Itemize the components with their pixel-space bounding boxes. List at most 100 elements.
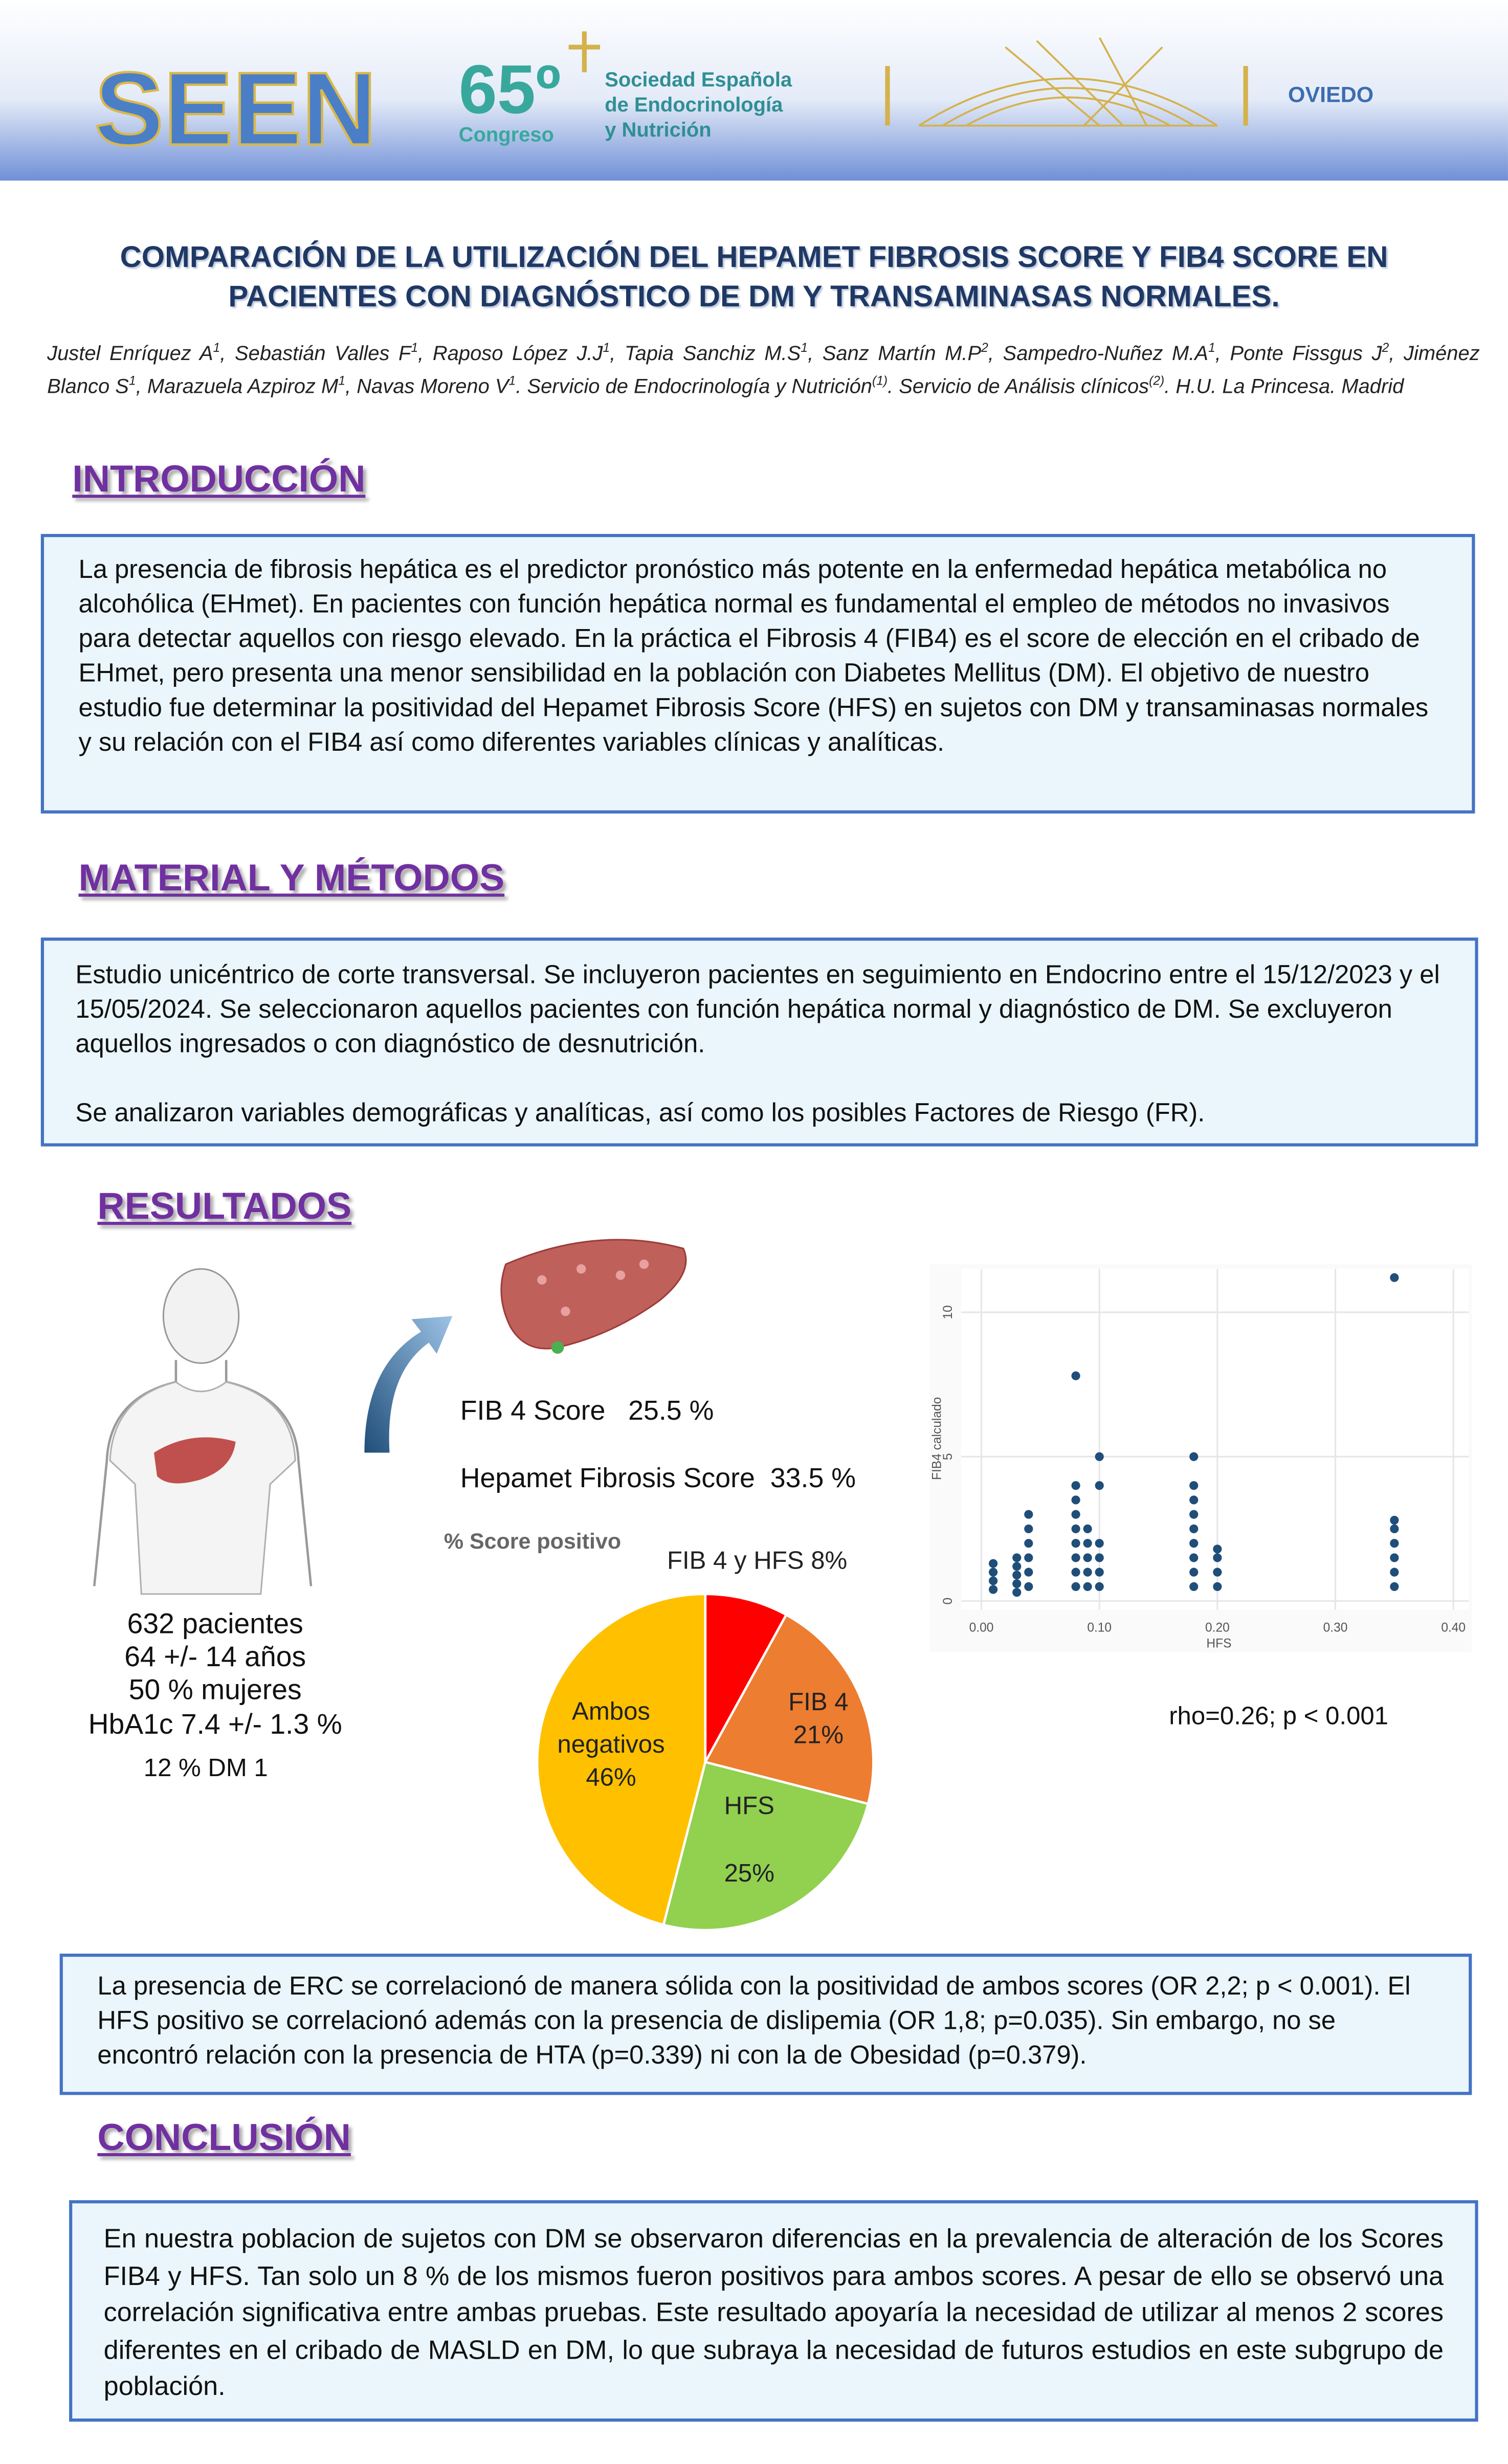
chart-title: % Score positivo: [444, 1529, 621, 1554]
affiliation-mark: 1: [1208, 341, 1215, 355]
paragraph: La presencia de fibrosis hepática es el …: [78, 556, 1429, 757]
scatter-point: [1095, 1539, 1104, 1548]
body-illustration: [93, 1268, 313, 1595]
scatter-point: [1213, 1553, 1222, 1562]
scatter-point: [1024, 1539, 1033, 1548]
paragraph: Se analizaron variables demográficas y a…: [75, 1099, 1205, 1128]
scatter-point: [1189, 1553, 1199, 1562]
scatter-point: [1189, 1539, 1199, 1548]
pie-value-label: 8%: [811, 1548, 848, 1576]
pie-category: HFS: [724, 1793, 774, 1821]
patients-line: 64 +/- 14 años: [124, 1641, 306, 1672]
x-axis-label: HFS: [1206, 1637, 1231, 1650]
affiliation-mark: 1: [213, 341, 220, 355]
score-line: Hepamet Fibrosis Score 33.5 %: [460, 1463, 856, 1493]
scatter-point: [1189, 1510, 1199, 1519]
author-name: Raposo López J.J: [432, 341, 603, 365]
author-name: Ponte Fissgus J: [1230, 341, 1382, 365]
scatter-point: [989, 1567, 998, 1577]
author-name: Navas Moreno V: [357, 374, 509, 398]
scatter-point: [1390, 1539, 1399, 1548]
society-line: Sociedad Española: [605, 69, 792, 91]
scatter-point: [1189, 1582, 1199, 1591]
scatter-point: [1095, 1582, 1104, 1591]
affiliation-mark: (1): [872, 373, 888, 388]
conclusion-box: En nuestra poblacion de sujetos con DM s…: [69, 2200, 1478, 2422]
scatter-point: [1390, 1524, 1399, 1534]
city: OVIEDO: [1288, 83, 1373, 107]
affiliation-mark: 2: [981, 341, 988, 355]
affiliation-mark: 1: [508, 373, 516, 388]
scatter-point: [1390, 1582, 1399, 1591]
scatter-point: [1213, 1567, 1222, 1577]
y-tick-label: 5: [941, 1453, 955, 1460]
scatter-point: [989, 1559, 998, 1568]
congress: Congreso: [459, 123, 554, 146]
scatter-point: [1071, 1553, 1080, 1562]
pie-label: HFS 25%: [724, 1793, 774, 1888]
scatter-point: [1189, 1481, 1199, 1490]
pie-slice: [662, 1760, 870, 1932]
title-line: PACIENTES CON DIAGNÓSTICO DE DM Y TRANSA…: [228, 281, 1280, 315]
scatter-point: [1083, 1553, 1092, 1562]
pie-label-box: Ambos negativos 46%: [540, 1696, 681, 1795]
affiliation-mark: 2: [1382, 341, 1389, 355]
liver-illustration: [500, 1239, 687, 1354]
scatter-point: [1095, 1553, 1104, 1562]
authors: Justel Enríquez A1, Sebastián Valles F1,…: [47, 341, 1480, 398]
architecture-logo: [918, 37, 1218, 127]
intro-box: La presencia de fibrosis hepática es el …: [40, 534, 1475, 814]
scatter-point: [1213, 1582, 1222, 1591]
logo-cross: [568, 31, 601, 73]
x-tick-label: 0.40: [1441, 1621, 1466, 1635]
logo: SEEN: [95, 51, 377, 167]
pie-label: FIB 4 y HFS 8%: [667, 1548, 848, 1576]
patients-line: 50 % mujeres: [129, 1674, 302, 1706]
scatter-point: [1390, 1273, 1399, 1282]
y-tick-label: 0: [941, 1598, 955, 1605]
affiliation-mark: (2): [1149, 373, 1165, 388]
pie-label: FIB 4 21%: [763, 1687, 873, 1753]
scatter-point: [1071, 1495, 1080, 1505]
scatter-point: [1071, 1371, 1080, 1380]
patients-line: 632 pacientes: [127, 1608, 303, 1640]
affiliation-tail: H.U. La Princesa. Madrid: [1176, 374, 1404, 398]
pie-value-label: 21%: [793, 1722, 844, 1750]
scatter-point: [1189, 1495, 1199, 1505]
paragraph: Estudio unicéntrico de corte transversal…: [75, 961, 1440, 1059]
scatter-point: [1012, 1571, 1022, 1580]
scatter-point: [1390, 1515, 1399, 1525]
author-name: Marazuela Azpiroz M: [147, 374, 339, 398]
header-band: [0, 0, 1508, 181]
patients-line: HbA1c 7.4 +/- 1.3 %: [88, 1708, 342, 1740]
pie-category: Ambos negativos: [557, 1699, 665, 1759]
scatter-point: [1071, 1539, 1080, 1548]
x-tick-label: 0.00: [969, 1621, 994, 1635]
pie-slice: [704, 1593, 788, 1763]
congress-number: 65º: [459, 51, 561, 128]
affiliation-mark: 1: [801, 341, 808, 355]
scatter-point: [989, 1585, 998, 1594]
scatter-point: [1012, 1579, 1022, 1588]
scatter-point: [1012, 1588, 1022, 1597]
scatter-point: [1189, 1567, 1199, 1577]
scatter-point: [1390, 1567, 1399, 1577]
author-name: Jiménez Blanco S: [47, 341, 1480, 398]
pie-label-box: FIB 4 21%: [763, 1687, 873, 1753]
x-tick-label: 0.10: [1087, 1621, 1112, 1635]
scatter-point: [1189, 1452, 1199, 1461]
section-heading: CONCLUSIÓN: [97, 2117, 351, 2160]
scatter-point: [1024, 1553, 1033, 1562]
scatter-point: [1024, 1582, 1033, 1591]
scatter-point: [1071, 1567, 1080, 1577]
plot-area: [961, 1269, 1469, 1610]
society-line: y Nutrición: [605, 119, 711, 141]
correlation: rho=0.26; p < 0.001: [1169, 1703, 1388, 1730]
methods-box: Estudio unicéntrico de corte transversal…: [40, 937, 1478, 1147]
scatter-point: [1071, 1481, 1080, 1490]
pie-label: Ambos negativos 46%: [540, 1696, 681, 1795]
scatter-point: [989, 1576, 998, 1585]
scatter-point: [1024, 1510, 1033, 1519]
pie-value-label: 46%: [586, 1765, 636, 1792]
